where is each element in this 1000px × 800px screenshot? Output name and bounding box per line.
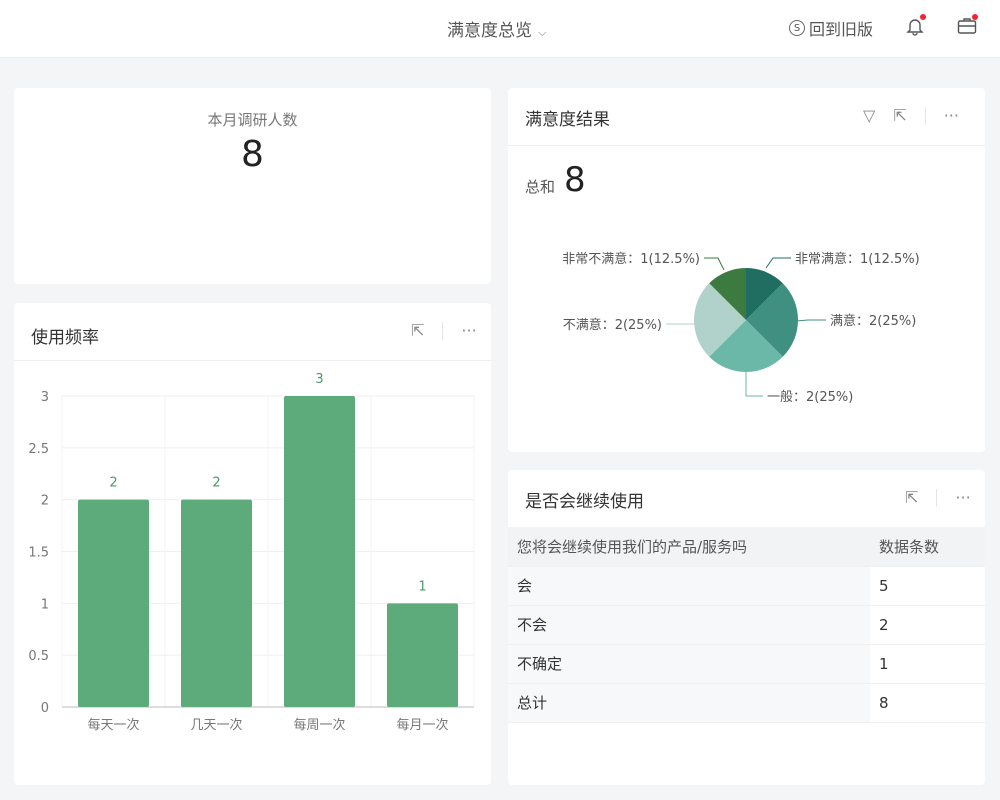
y-tick-label: 0 [41, 701, 49, 716]
back-to-old-version-button[interactable]: S 回到旧版 [789, 16, 873, 40]
cell: 5 [870, 566, 985, 606]
leader-line [765, 257, 791, 269]
y-tick-label: 0.5 [28, 649, 49, 664]
table-header: 您将会继续使用我们的产品/服务吗 数据条数 [508, 527, 985, 567]
cell: 2 [870, 605, 985, 645]
pie-chart: 非常满意：1(12.5%) 满意：2(25%) 一般：2(25%) 不满意：2(25%… [562, 251, 920, 405]
leader-line [745, 372, 763, 397]
y-tick-label: 2 [41, 494, 49, 509]
cell: 8 [870, 683, 985, 723]
open-external-icon[interactable]: ⇱ [411, 321, 425, 340]
pie-label: 非常满意：1(12.5%) [795, 251, 920, 267]
dashboard-title-dropdown[interactable]: 满意度总览 ⌵ [447, 16, 546, 41]
bar [284, 396, 355, 707]
bar-chart-card: 使用频率 ⇱ ··· 0 0.5 1 1.5 2 2.5 3 2 每天一次 2 几天一次 3 每周一次 1 每… [14, 303, 491, 785]
dashboard-title: 满意度总览 [447, 21, 532, 41]
pie-label: 满意：2(25%) [830, 313, 916, 329]
y-tick-label: 1.5 [28, 546, 49, 561]
open-external-icon[interactable]: ⇱ [893, 106, 907, 125]
pie-slice [694, 283, 746, 357]
pie-chart-card: 满意度结果 ▽ ⇱ ··· 总和 8 非常满意：1(12.5%) 满意：2(25%) 一… [508, 88, 985, 452]
bar-chart: 0 0.5 1 1.5 2 2.5 3 2 每天一次 2 几天一次 3 每周一次 1 每月一次 [28, 372, 475, 733]
filter-icon[interactable]: ▽ [863, 106, 876, 125]
pie-slice [746, 268, 783, 320]
more-icon[interactable]: ··· [461, 321, 477, 340]
more-icon[interactable]: ··· [943, 106, 959, 125]
bar [181, 499, 252, 707]
back-old-label: 回到旧版 [809, 20, 874, 39]
y-tick-label: 3 [41, 390, 49, 405]
leader-line [795, 319, 826, 322]
briefcase-dot [972, 14, 978, 20]
pie-slice [709, 320, 783, 373]
cell: 1 [870, 644, 985, 684]
data-label: 3 [315, 372, 323, 387]
open-external-icon[interactable]: ⇱ [905, 488, 919, 507]
table-row: 总计 8 [508, 683, 985, 723]
pie-label: 非常不满意：1(12.5%) [562, 251, 700, 267]
briefcase-icon[interactable] [957, 17, 977, 35]
x-tick-label: 每月一次 [396, 717, 448, 733]
notification-dot [920, 14, 926, 20]
top-bar: 满意度总览 ⌵ S 回到旧版 [0, 0, 1000, 58]
kpi-label: 本月调研人数 [207, 111, 298, 129]
pie-slice [746, 283, 798, 357]
card-title: 满意度结果 [525, 110, 610, 130]
card-title: 使用频率 [31, 328, 99, 348]
x-tick-label: 每天一次 [87, 717, 139, 733]
switch-icon: S [789, 20, 805, 36]
pie-slice [709, 268, 746, 320]
chevron-down-icon: ⌵ [538, 26, 547, 39]
bar [78, 499, 149, 707]
pie-label: 不满意：2(25%) [563, 317, 662, 333]
cell: 总计 [508, 683, 870, 723]
pie-label: 一般：2(25%) [767, 389, 853, 405]
sum-label: 总和 [525, 178, 556, 196]
cell: 会 [508, 566, 870, 606]
column-header: 您将会继续使用我们的产品/服务吗 [508, 527, 870, 567]
y-tick-label: 2.5 [28, 442, 49, 457]
kpi-card: 本月调研人数 8 [14, 88, 491, 284]
x-tick-label: 每周一次 [293, 717, 345, 733]
sum-value: 8 [564, 160, 586, 200]
more-icon[interactable]: ··· [955, 488, 971, 507]
column-header: 数据条数 [870, 527, 985, 567]
data-label: 1 [418, 579, 426, 594]
cell: 不会 [508, 605, 870, 645]
bell-icon[interactable] [906, 16, 924, 36]
data-label: 2 [212, 476, 220, 491]
x-tick-label: 几天一次 [190, 717, 242, 733]
table-row: 不会 2 [508, 605, 985, 645]
data-label: 2 [109, 476, 117, 491]
y-tick-label: 1 [41, 597, 49, 612]
card-title: 是否会继续使用 [525, 492, 644, 512]
bar [387, 603, 458, 707]
table-row: 不确定 1 [508, 644, 985, 684]
kpi-value: 8 [241, 134, 264, 175]
leader-line [704, 257, 725, 271]
cell: 不确定 [508, 644, 870, 684]
